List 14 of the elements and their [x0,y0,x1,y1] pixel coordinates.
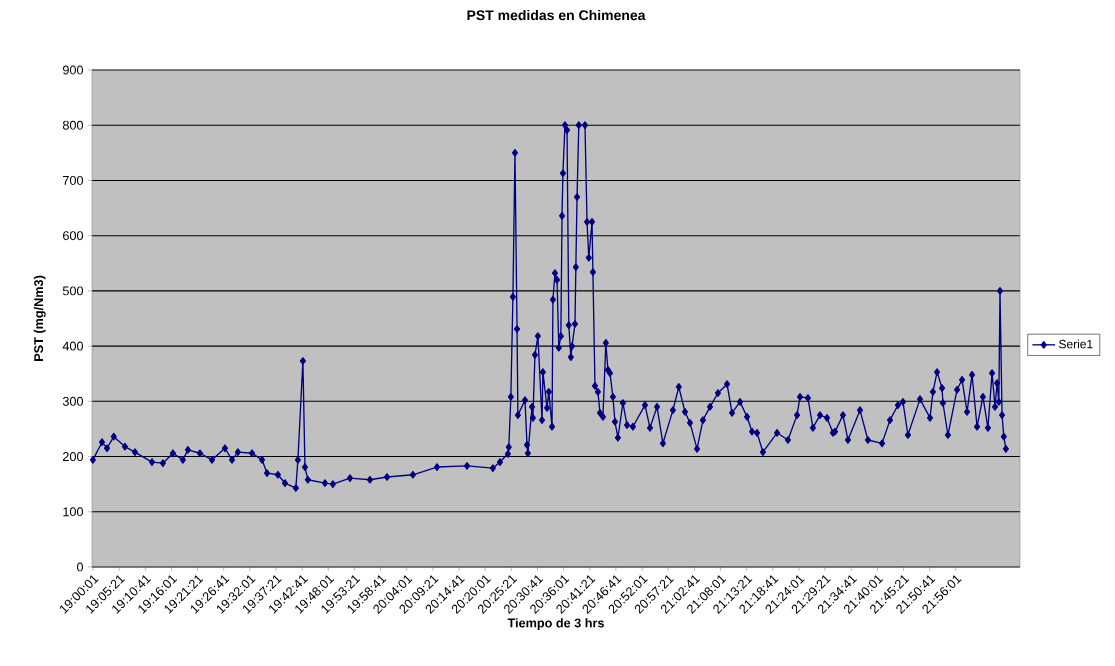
x-axis-title: Tiempo de 3 hrs [507,618,604,630]
y-tick-label: 900 [62,65,84,75]
y-tick-label: 400 [62,341,84,351]
y-tick-label: 700 [63,175,84,185]
y-tick-label: 800 [62,120,84,130]
y-tick-label: 0 [76,562,84,572]
legend-label: Serie1 [1059,339,1093,349]
y-tick-label: 500 [62,286,84,296]
y-tick-label: 600 [63,231,84,241]
y-tick-label: 200 [63,452,84,462]
chart-title: PST medidas en Chimenea [467,9,646,21]
y-tick-label: 300 [62,396,84,406]
y-tick-label: 100 [63,507,84,517]
y-axis-title: PST (mg/Nm3) [33,275,46,361]
